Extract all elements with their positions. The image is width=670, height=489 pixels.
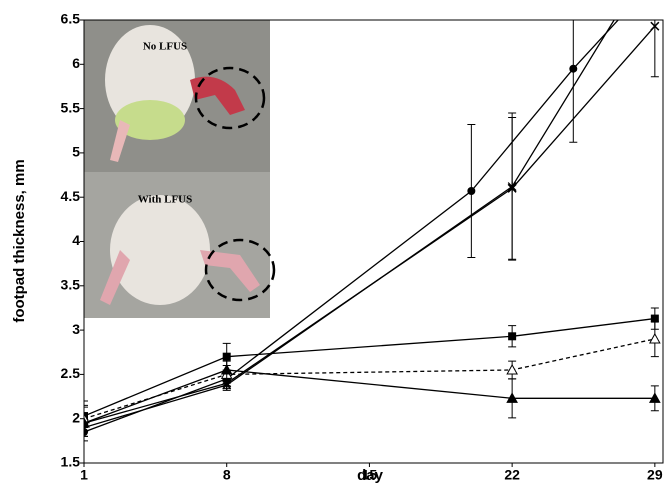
- y-tick-label: 4.5: [61, 188, 81, 204]
- photo-inset: No LFUS With LFUS: [84, 20, 276, 318]
- marker: [467, 186, 476, 195]
- marker: [222, 352, 231, 361]
- marker: [506, 392, 518, 403]
- y-tick-label: 5: [72, 144, 80, 160]
- annotation: With LFUS: [138, 194, 193, 206]
- error-bar: [84, 400, 88, 437]
- marker: [648, 392, 661, 403]
- series-line: [84, 20, 615, 429]
- series-line: [84, 369, 655, 424]
- marker: [650, 21, 660, 31]
- series-line: [84, 317, 655, 417]
- y-axis-label: footpad thickness, mm: [11, 159, 28, 322]
- error-bar: [84, 404, 88, 442]
- y-tick-label: 6.5: [61, 11, 81, 27]
- marker: [84, 417, 90, 428]
- annotation: No LFUS: [143, 41, 187, 53]
- marker: [648, 332, 661, 344]
- y-tick-label: 3.5: [61, 277, 81, 293]
- marker: [220, 363, 233, 375]
- marker: [508, 332, 517, 341]
- x-tick-label: 15: [362, 467, 378, 483]
- plot-area: [84, 20, 661, 442]
- y-tick-label: 2: [72, 409, 80, 425]
- marker: [506, 363, 518, 375]
- y-tick-label: 1.5: [61, 454, 81, 470]
- marker: [507, 181, 517, 192]
- marker: [569, 64, 578, 73]
- y-tick-label: 3: [72, 321, 80, 337]
- x-tick-label: 8: [223, 467, 231, 483]
- x-tick-label: 29: [647, 467, 663, 483]
- y-tick-label: 5.5: [61, 99, 81, 115]
- error-bar: [650, 20, 659, 78]
- x-axis-label: day: [357, 467, 384, 484]
- y-tick-label: 4: [72, 232, 80, 248]
- x-tick-label: 1: [80, 467, 88, 483]
- y-tick-label: 2.5: [61, 365, 81, 381]
- y-tick-label: 6: [72, 55, 80, 71]
- marker: [650, 314, 659, 323]
- x-tick-label: 22: [504, 467, 520, 483]
- series-line: [84, 338, 655, 420]
- marker: [84, 412, 88, 421]
